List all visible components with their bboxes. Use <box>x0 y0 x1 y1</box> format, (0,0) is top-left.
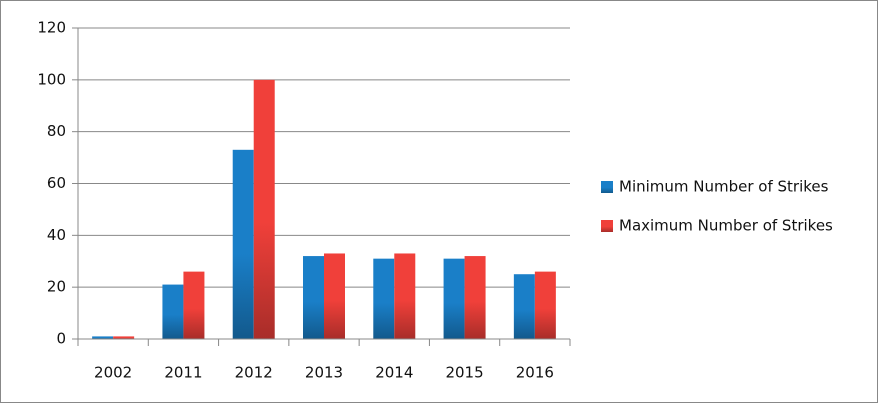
y-tick-label: 60 <box>47 174 66 192</box>
bar <box>513 274 535 339</box>
y-tick-label: 120 <box>37 19 66 37</box>
bar <box>324 253 345 339</box>
y-tick-label: 40 <box>47 226 66 244</box>
x-tick-label: 2015 <box>445 364 483 382</box>
bar <box>303 256 324 339</box>
bar <box>232 149 254 339</box>
bar <box>113 336 135 339</box>
bar <box>464 256 486 339</box>
x-tick-label: 2014 <box>375 364 413 382</box>
legend-swatch <box>601 220 613 232</box>
x-tick-label: 2013 <box>305 364 343 382</box>
legend-swatch <box>601 181 613 193</box>
y-tick-label: 0 <box>56 330 66 348</box>
bar <box>92 336 114 339</box>
bar <box>162 284 184 339</box>
x-tick-label: 2011 <box>164 364 202 382</box>
legend-label: Minimum Number of Strikes <box>619 178 829 196</box>
bar <box>534 271 556 339</box>
bar <box>443 258 465 339</box>
bar <box>183 271 205 339</box>
y-tick-label: 100 <box>37 70 66 88</box>
bar <box>253 79 275 339</box>
x-tick-label: 2016 <box>516 364 554 382</box>
x-tick-label: 2012 <box>235 364 273 382</box>
legend-label: Maximum Number of Strikes <box>619 217 833 235</box>
y-tick-label: 20 <box>47 278 66 296</box>
x-tick-label: 2002 <box>94 364 132 382</box>
bar <box>373 258 395 339</box>
y-tick-label: 80 <box>47 122 66 140</box>
bar <box>394 253 416 339</box>
